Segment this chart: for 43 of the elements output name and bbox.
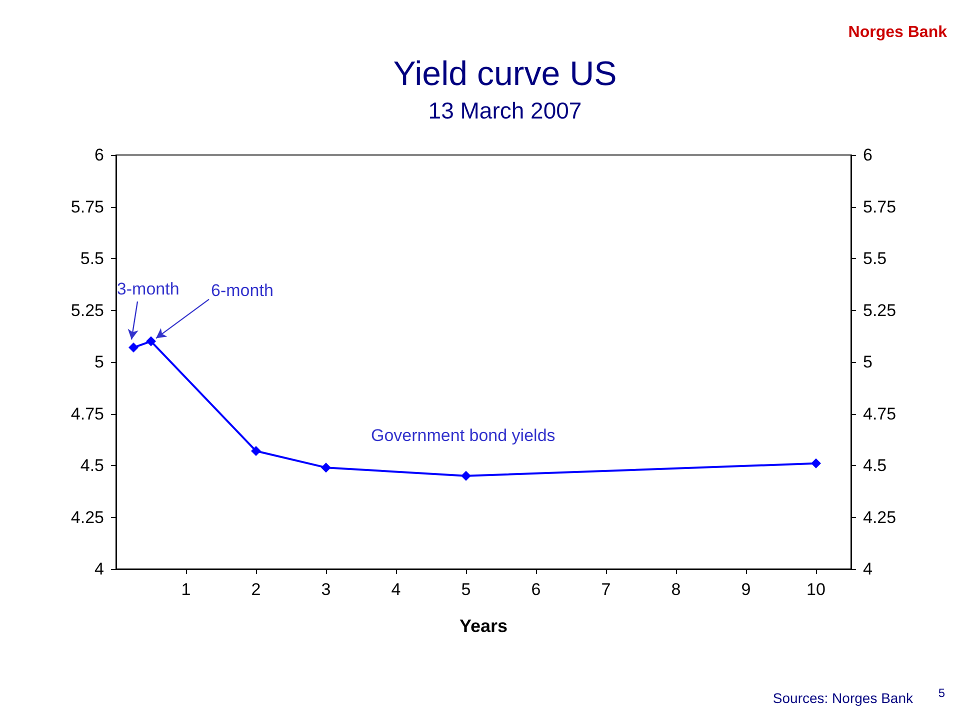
y2-tick-label: 6 (863, 146, 872, 164)
y-tick-label: 5.5 (80, 249, 104, 268)
y2-tick-label: 4 (863, 560, 872, 578)
chart-title: Yield curve US (393, 55, 617, 93)
y2-tick-label: 5.5 (863, 249, 887, 268)
point (321, 462, 331, 473)
x-tick-label: 2 (251, 580, 261, 599)
point (811, 458, 821, 468)
y-tick-label: 4.25 (70, 508, 104, 527)
point (251, 446, 261, 456)
chart-subtitle: 13 March 2007 (428, 98, 582, 124)
x-tick-label: 1 (181, 580, 191, 599)
x-tick-label: 7 (601, 580, 611, 599)
y-tick-label: 4.75 (70, 404, 104, 424)
x-axis-title: Years (459, 616, 508, 636)
text: 5 (938, 686, 945, 700)
point (146, 336, 156, 346)
source-note: Sources: Norges Bank (772, 690, 913, 706)
text: Norges Bank (848, 24, 947, 42)
x-tick-label: 3 (321, 580, 331, 599)
x-tick-label: 10 (806, 580, 826, 599)
x-tick-label: 8 (671, 580, 681, 599)
y2-tick-label: 5.75 (863, 197, 896, 216)
y-tick-label: 5.25 (70, 300, 104, 320)
x-tick-label: 5 (461, 580, 471, 599)
y2-tick-label: 4.5 (863, 456, 887, 475)
y2-tick-label: 5 (863, 352, 872, 372)
annotation: 6-month (211, 280, 274, 300)
y-tick-label: 6 (94, 146, 104, 164)
x-tick-label: 6 (531, 580, 541, 599)
x-tick-label: 4 (391, 580, 401, 599)
y2-tick-label: 5.25 (863, 300, 896, 320)
y-tick-label: 5.75 (70, 197, 104, 216)
y-tick-label: 4 (94, 560, 104, 578)
y2-tick-label: 4.25 (863, 508, 896, 527)
series-label: Government bond yields (371, 426, 556, 446)
y-tick-label: 5 (94, 352, 104, 372)
point (461, 470, 471, 481)
y2-tick-label: 4.75 (863, 404, 896, 424)
point (128, 342, 138, 353)
y-tick-label: 4.5 (80, 456, 104, 475)
x-tick-label: 9 (741, 580, 751, 599)
annotation: 3-month (116, 280, 180, 299)
